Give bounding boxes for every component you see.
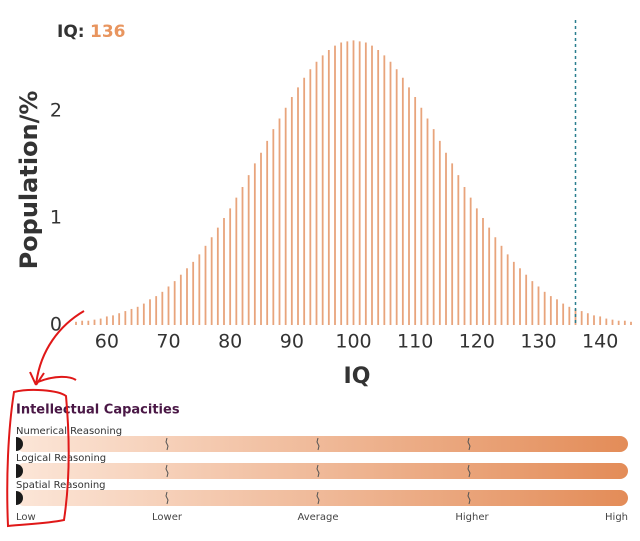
- capacity-bar: [16, 490, 628, 506]
- x-tick-label: 70: [156, 331, 180, 353]
- scale-label: Lower: [152, 512, 183, 523]
- bar-divider: [165, 464, 169, 478]
- x-tick-label: 100: [335, 331, 371, 353]
- x-tick-label: 120: [459, 331, 495, 353]
- level-dot: [16, 437, 23, 451]
- x-tick-label: 130: [520, 331, 556, 353]
- capacity-label: Logical Reasoning: [16, 453, 106, 464]
- annotation-arrow: [29, 310, 85, 386]
- capacity-label: Spatial Reasoning: [16, 480, 106, 491]
- bar-divider: [165, 491, 169, 505]
- marker-label: IQ:: [57, 22, 85, 42]
- section-title: Intellectual Capacities: [16, 403, 180, 418]
- scale-label: Higher: [455, 512, 489, 523]
- bar-divider: [316, 464, 320, 478]
- scale-label: Low: [16, 512, 36, 523]
- bar-divider: [467, 437, 471, 451]
- x-tick-label: 110: [397, 331, 433, 353]
- level-dot: [16, 464, 23, 478]
- capacity-bar: [16, 463, 628, 479]
- y-tick-label: 0: [50, 314, 62, 336]
- bar-divider: [467, 491, 471, 505]
- x-tick-label: 140: [582, 331, 618, 353]
- level-dot: [16, 491, 23, 505]
- annotation-box: [6, 388, 70, 528]
- x-axis-label: IQ: [344, 364, 371, 389]
- x-tick-label: 80: [218, 331, 242, 353]
- scale-label: Average: [297, 512, 338, 523]
- bar-divider: [467, 464, 471, 478]
- marker-value: 136: [90, 22, 126, 42]
- bar-divider: [165, 437, 169, 451]
- x-tick-label: 90: [280, 331, 304, 353]
- y-tick-label: 1: [50, 206, 62, 228]
- bar-divider: [316, 491, 320, 505]
- scale-label: High: [605, 512, 628, 523]
- bar-divider: [316, 437, 320, 451]
- x-tick-label: 60: [95, 331, 119, 353]
- capacity-bar: [16, 436, 628, 452]
- y-tick-label: 2: [50, 99, 62, 121]
- y-axis-label: Population/%: [15, 91, 43, 270]
